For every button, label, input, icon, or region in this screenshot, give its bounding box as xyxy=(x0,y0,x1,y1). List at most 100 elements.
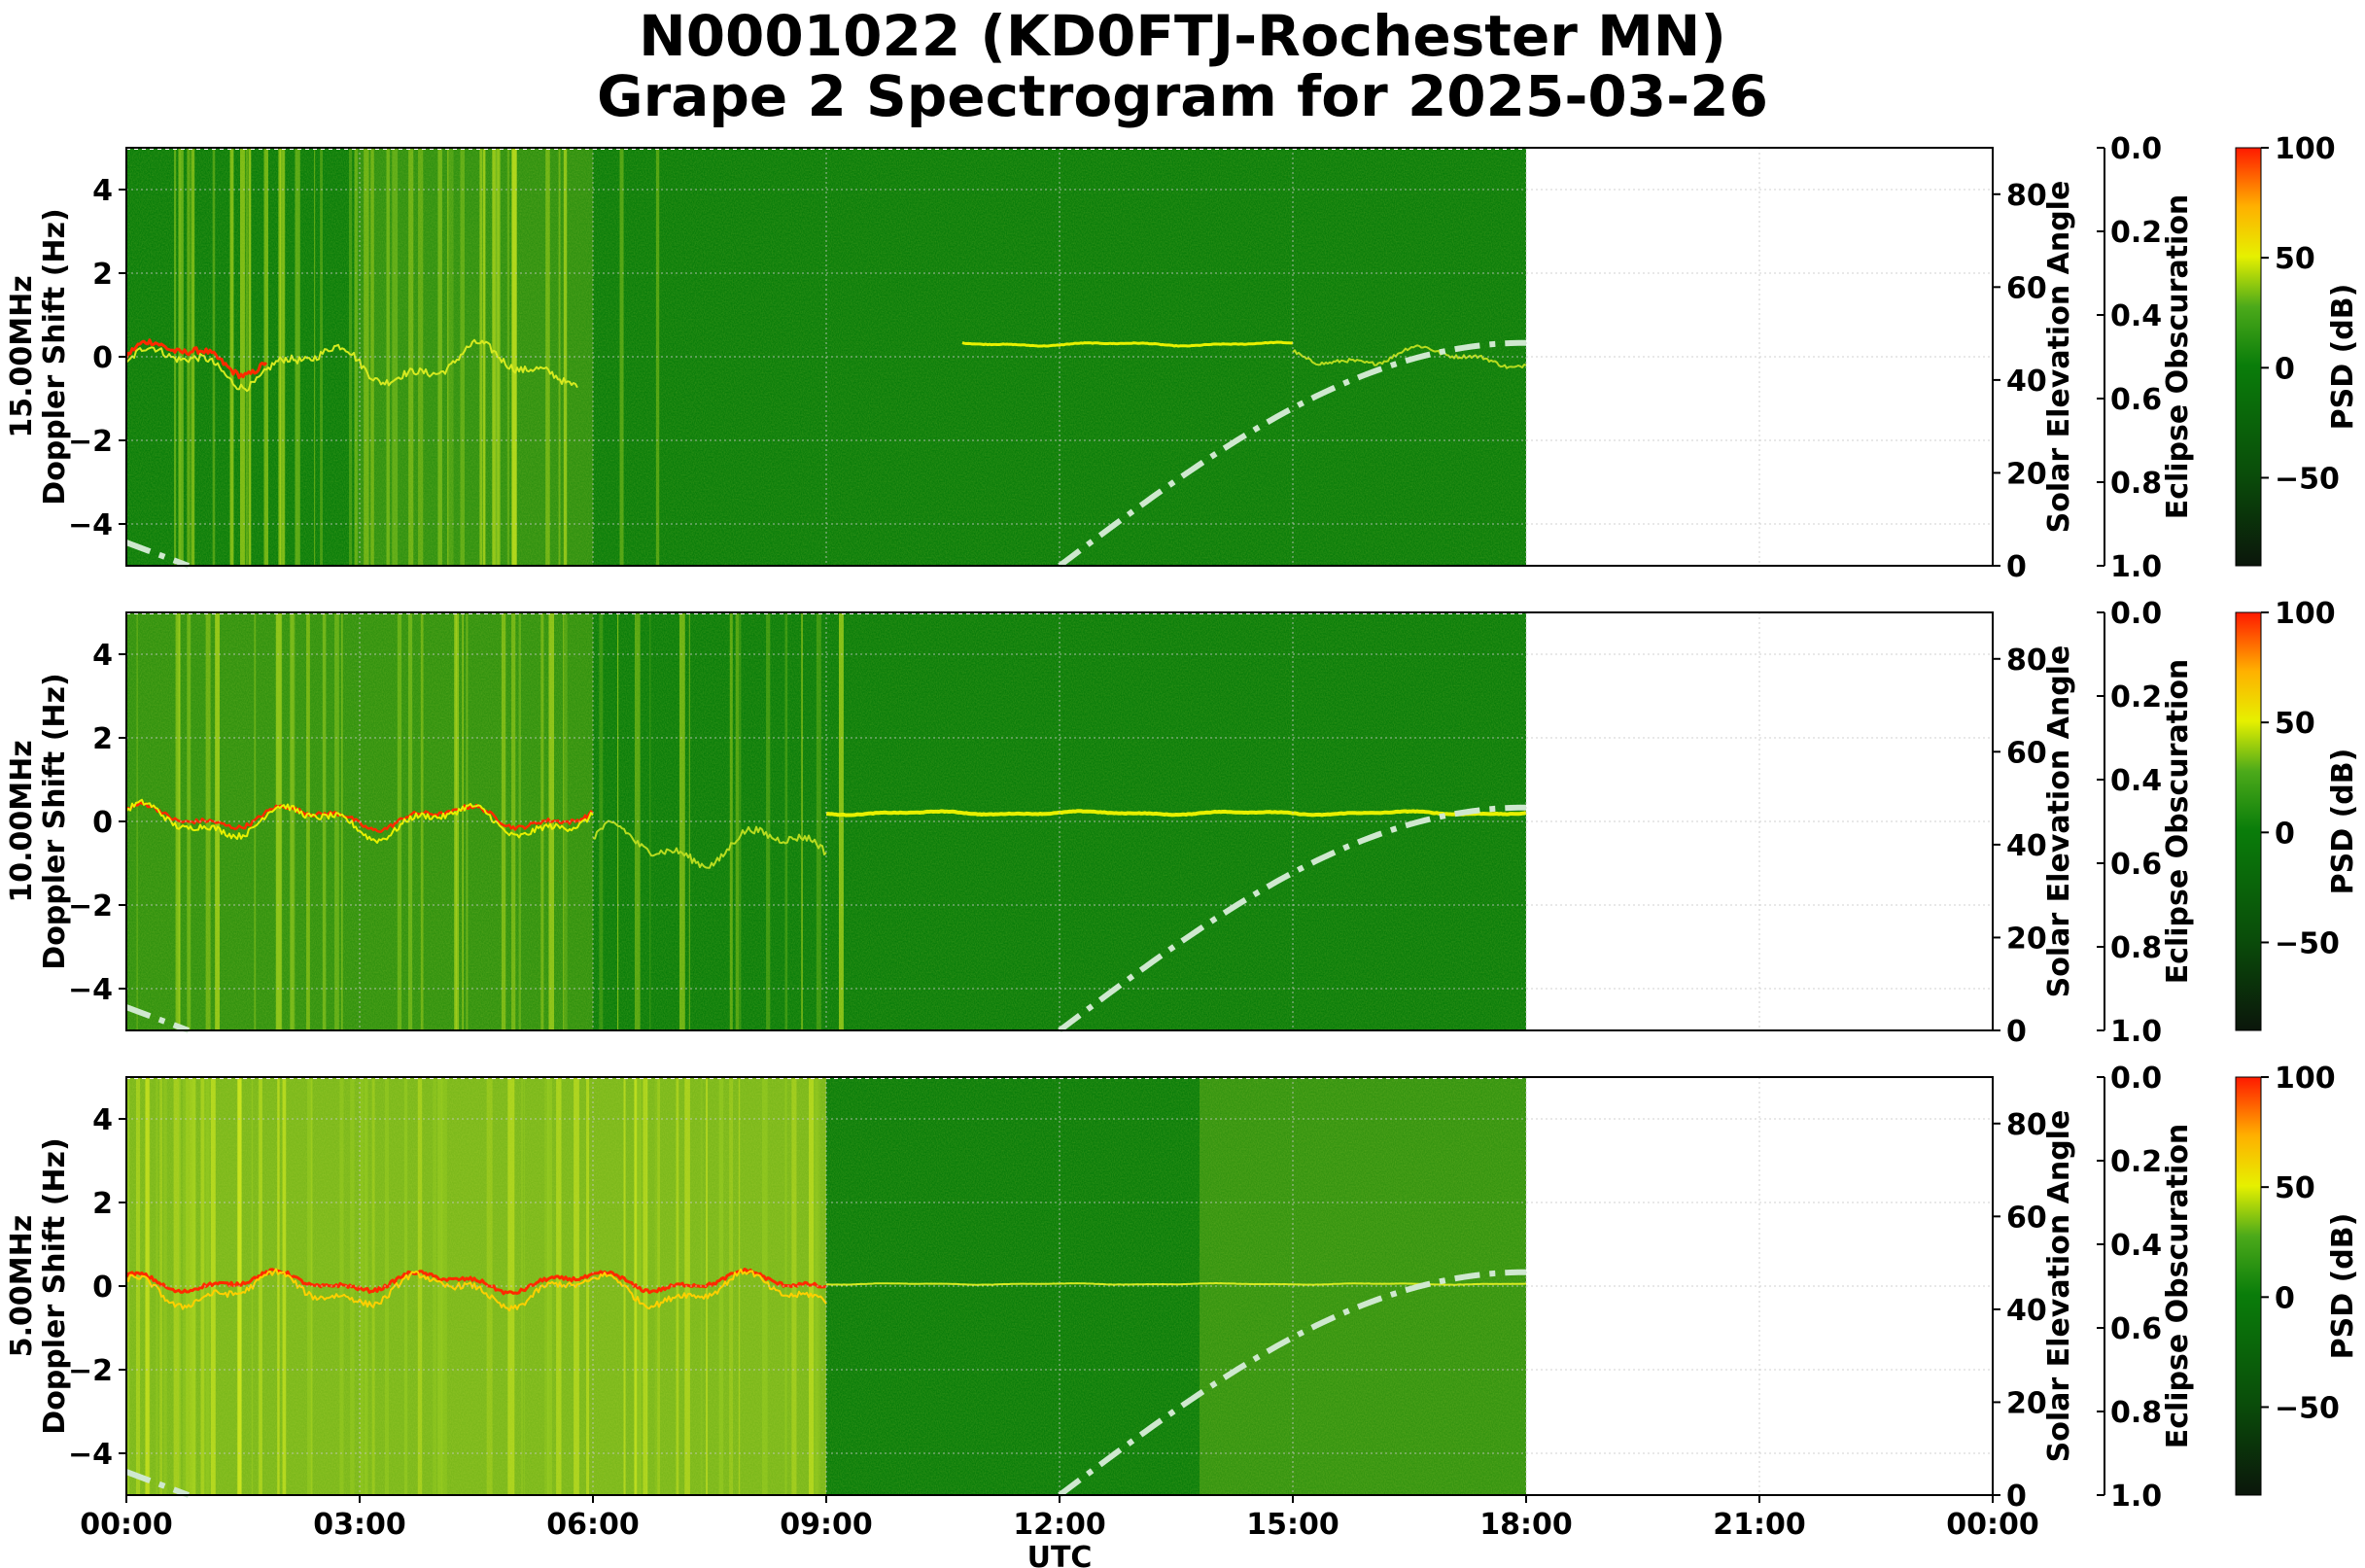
colorbar-tick-label: 100 xyxy=(2275,1062,2336,1096)
doppler-trace xyxy=(592,819,827,869)
noise-streak xyxy=(506,1077,509,1495)
elevation-tick-label: 0 xyxy=(2006,1480,2027,1514)
panel-15.00MHz: −4 −2 0 2 4 15.00MHz Doppler Shift (Hz) 0 20 40 60… xyxy=(5,132,2360,584)
chart-title-line-2: Grape 2 Spectrogram for 2025-03-26 xyxy=(597,63,1768,129)
eclipse-tick-label: 0.2 xyxy=(2110,1145,2162,1179)
noise-streak xyxy=(360,1077,365,1495)
eclipse-tick-label: 0.8 xyxy=(2110,931,2162,965)
eclipse-tick-label: 0.6 xyxy=(2110,1312,2162,1346)
x-tick-label: 09:00 xyxy=(780,1508,873,1542)
noise-streak xyxy=(643,1077,648,1495)
elevation-tick-label: 80 xyxy=(2006,644,2047,678)
colorbar-tick-label: 100 xyxy=(2275,597,2336,631)
y-axis-label: Doppler Shift (Hz) xyxy=(38,673,72,969)
doppler-trace xyxy=(124,338,268,380)
noise-streak xyxy=(372,1077,375,1495)
y-tick-label: 2 xyxy=(92,722,113,756)
y-tick-label: 0 xyxy=(92,1271,113,1305)
solar-elevation-curve xyxy=(124,1469,191,1498)
y-tick-label: 0 xyxy=(92,806,113,840)
eclipse-tick-label: 0.0 xyxy=(2110,132,2162,166)
eclipse-tick-label: 1.0 xyxy=(2110,550,2162,584)
noise-streak xyxy=(479,148,483,566)
colorbar-tick-label: 100 xyxy=(2275,132,2336,166)
noise-streak xyxy=(420,612,424,1030)
noise-streak xyxy=(259,1077,262,1495)
eclipse-tick-label: 0.4 xyxy=(2110,1229,2162,1263)
x-tick-label: 06:00 xyxy=(546,1508,640,1542)
colorbar-tick-label: 0 xyxy=(2275,817,2295,851)
noise-streak xyxy=(135,1077,141,1495)
doppler-trace xyxy=(1292,344,1527,369)
noise-streak xyxy=(417,1077,423,1495)
elevation-tick-label: 60 xyxy=(2006,1201,2047,1235)
noise-streak xyxy=(729,1077,734,1495)
colorbar-tick-label: 50 xyxy=(2275,1171,2315,1205)
y-axis-label: Doppler Shift (Hz) xyxy=(38,1137,72,1434)
colorbar-tick-label: 50 xyxy=(2275,242,2315,276)
eclipse-tick-label: 0.4 xyxy=(2110,299,2162,333)
noise-streak xyxy=(437,1077,443,1495)
x-tick-label: 18:00 xyxy=(1479,1508,1573,1542)
noise-streak xyxy=(215,612,220,1030)
eclipse-tick-label: 0.8 xyxy=(2110,1396,2162,1430)
eclipse-tick-label: 0.4 xyxy=(2110,764,2162,798)
elevation-tick-label: 40 xyxy=(2006,1294,2047,1328)
elevation-tick-label: 60 xyxy=(2006,271,2047,305)
noise-streak xyxy=(448,148,454,566)
noise-streak xyxy=(511,148,517,566)
noise-streak xyxy=(127,1077,129,1495)
elevation-tick-label: 60 xyxy=(2006,736,2047,770)
doppler-trace xyxy=(125,338,578,393)
colorbar-tick-label: −50 xyxy=(2275,462,2340,496)
noise-streak xyxy=(586,1077,590,1495)
solar-elevation-label: Solar Elevation Angle xyxy=(2042,645,2076,998)
x-tick-label: 00:00 xyxy=(1946,1508,2039,1542)
noise-streak xyxy=(518,612,521,1030)
noise-streak xyxy=(545,148,550,566)
noise-streak xyxy=(240,148,245,566)
noise-streak xyxy=(229,148,234,566)
elevation-tick-label: 80 xyxy=(2006,179,2047,213)
y-tick-label: −4 xyxy=(68,1438,113,1472)
noise-streak xyxy=(282,1077,287,1495)
colorbar-tick-label: −50 xyxy=(2275,1391,2340,1425)
eclipse-tick-label: 0.0 xyxy=(2110,1062,2162,1096)
y-tick-label: 2 xyxy=(92,258,113,292)
noise-streak xyxy=(437,148,442,566)
y-tick-label: −4 xyxy=(68,508,113,542)
noise-streak xyxy=(178,1077,181,1495)
noise-streak xyxy=(307,1077,313,1495)
solar-elevation-curve xyxy=(124,540,191,569)
colorbar-label: PSD (dB) xyxy=(2326,284,2360,431)
doppler-trace xyxy=(125,1268,827,1312)
panel-10.00MHz: −4 −2 0 2 4 10.00MHz Doppler Shift (Hz) 0 20 40 60… xyxy=(5,597,2360,1049)
noise-streak xyxy=(501,612,506,1030)
y-axis-label: Doppler Shift (Hz) xyxy=(38,208,72,505)
x-tick-label: 00:00 xyxy=(80,1508,173,1542)
noise-streak xyxy=(354,148,360,566)
noise-streak xyxy=(506,148,510,566)
y-tick-label: 4 xyxy=(92,1103,113,1137)
noise-streak xyxy=(492,148,496,566)
y-tick-label: 0 xyxy=(92,341,113,375)
noise-streak xyxy=(187,148,191,566)
noise-streak xyxy=(619,148,624,566)
colorbar xyxy=(2235,147,2262,567)
noise-streak xyxy=(649,612,651,1030)
noise-streak xyxy=(408,148,414,566)
y-tick-label: 4 xyxy=(92,639,113,673)
doppler-trace xyxy=(826,1282,1527,1286)
noise-streak xyxy=(688,612,691,1030)
eclipse-tick-label: 1.0 xyxy=(2110,1015,2162,1049)
eclipse-tick-label: 0.0 xyxy=(2110,597,2162,631)
x-tick-label: 12:00 xyxy=(1013,1508,1106,1542)
y-tick-label: 4 xyxy=(92,174,113,208)
y-tick-label: −4 xyxy=(68,973,113,1007)
doppler-trace xyxy=(124,1268,827,1296)
noise-streak xyxy=(454,612,457,1030)
eclipse-tick-label: 1.0 xyxy=(2110,1480,2162,1514)
doppler-trace xyxy=(125,798,594,844)
doppler-trace xyxy=(826,809,1527,818)
colorbar-tick-label: 0 xyxy=(2275,352,2295,386)
